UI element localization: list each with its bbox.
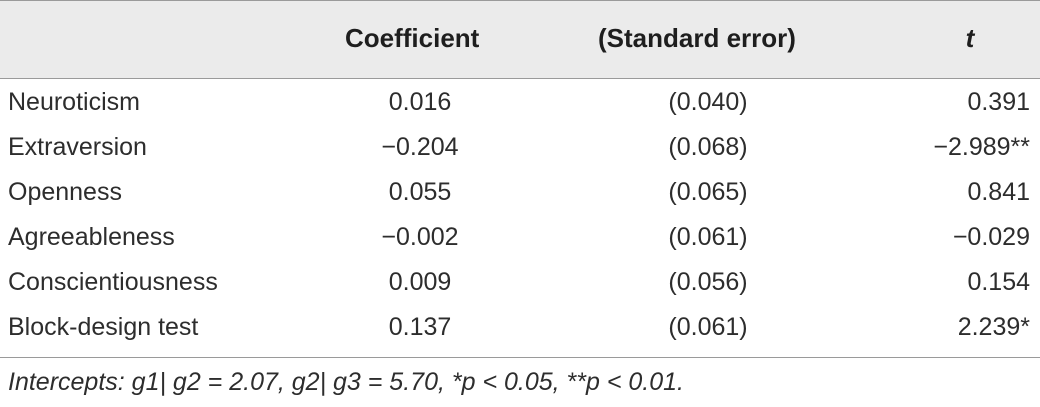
- column-header-coefficient: Coefficient: [345, 23, 480, 53]
- standard-error-value: (0.040): [668, 88, 748, 116]
- row-label: Conscientiousness: [8, 268, 218, 296]
- t-value: −2.989**: [933, 133, 1030, 161]
- coefficient-value: 0.137: [388, 313, 452, 341]
- table-footnote: Intercepts: g1| g2 = 2.07, g2| g3 = 5.70…: [8, 368, 684, 396]
- coefficient-value: −0.002: [381, 223, 459, 251]
- standard-error-value: (0.065): [668, 178, 748, 206]
- table-header: Coefficient (Standard error) t: [0, 0, 1040, 78]
- t-value: 0.154: [967, 268, 1030, 296]
- standard-error-value: (0.068): [668, 133, 748, 161]
- table-row: Openness 0.055 (0.065) 0.841: [0, 170, 1040, 215]
- row-label: Agreeableness: [8, 223, 175, 251]
- table-row: Extraversion −0.204 (0.068) −2.989**: [0, 125, 1040, 170]
- standard-error-value: (0.061): [668, 223, 748, 251]
- column-header-standard-error: (Standard error): [598, 23, 796, 53]
- t-value: 0.391: [967, 88, 1030, 116]
- t-value: 0.841: [967, 178, 1030, 206]
- top-rule: [0, 0, 1040, 1]
- table-row: Agreeableness −0.002 (0.061) −0.029: [0, 215, 1040, 260]
- column-header-t: t: [965, 23, 975, 53]
- coefficient-value: −0.204: [381, 133, 459, 161]
- coefficient-value: 0.009: [388, 268, 452, 296]
- table-row: Block-design test 0.137 (0.061) 2.239*: [0, 305, 1040, 350]
- row-label: Openness: [8, 178, 122, 206]
- row-label: Block-design test: [8, 313, 199, 341]
- coefficient-value: 0.055: [388, 178, 452, 206]
- t-value: −0.029: [952, 223, 1030, 251]
- row-label: Neuroticism: [8, 88, 140, 116]
- header-rule: [0, 78, 1040, 79]
- bottom-rule: [0, 357, 1040, 358]
- row-label: Extraversion: [8, 133, 147, 161]
- table-row: Conscientiousness 0.009 (0.056) 0.154: [0, 260, 1040, 305]
- coefficient-value: 0.016: [388, 88, 452, 116]
- standard-error-value: (0.061): [668, 313, 748, 341]
- table-row: Neuroticism 0.016 (0.040) 0.391: [0, 80, 1040, 125]
- standard-error-value: (0.056): [668, 268, 748, 296]
- t-value: 2.239*: [957, 313, 1030, 341]
